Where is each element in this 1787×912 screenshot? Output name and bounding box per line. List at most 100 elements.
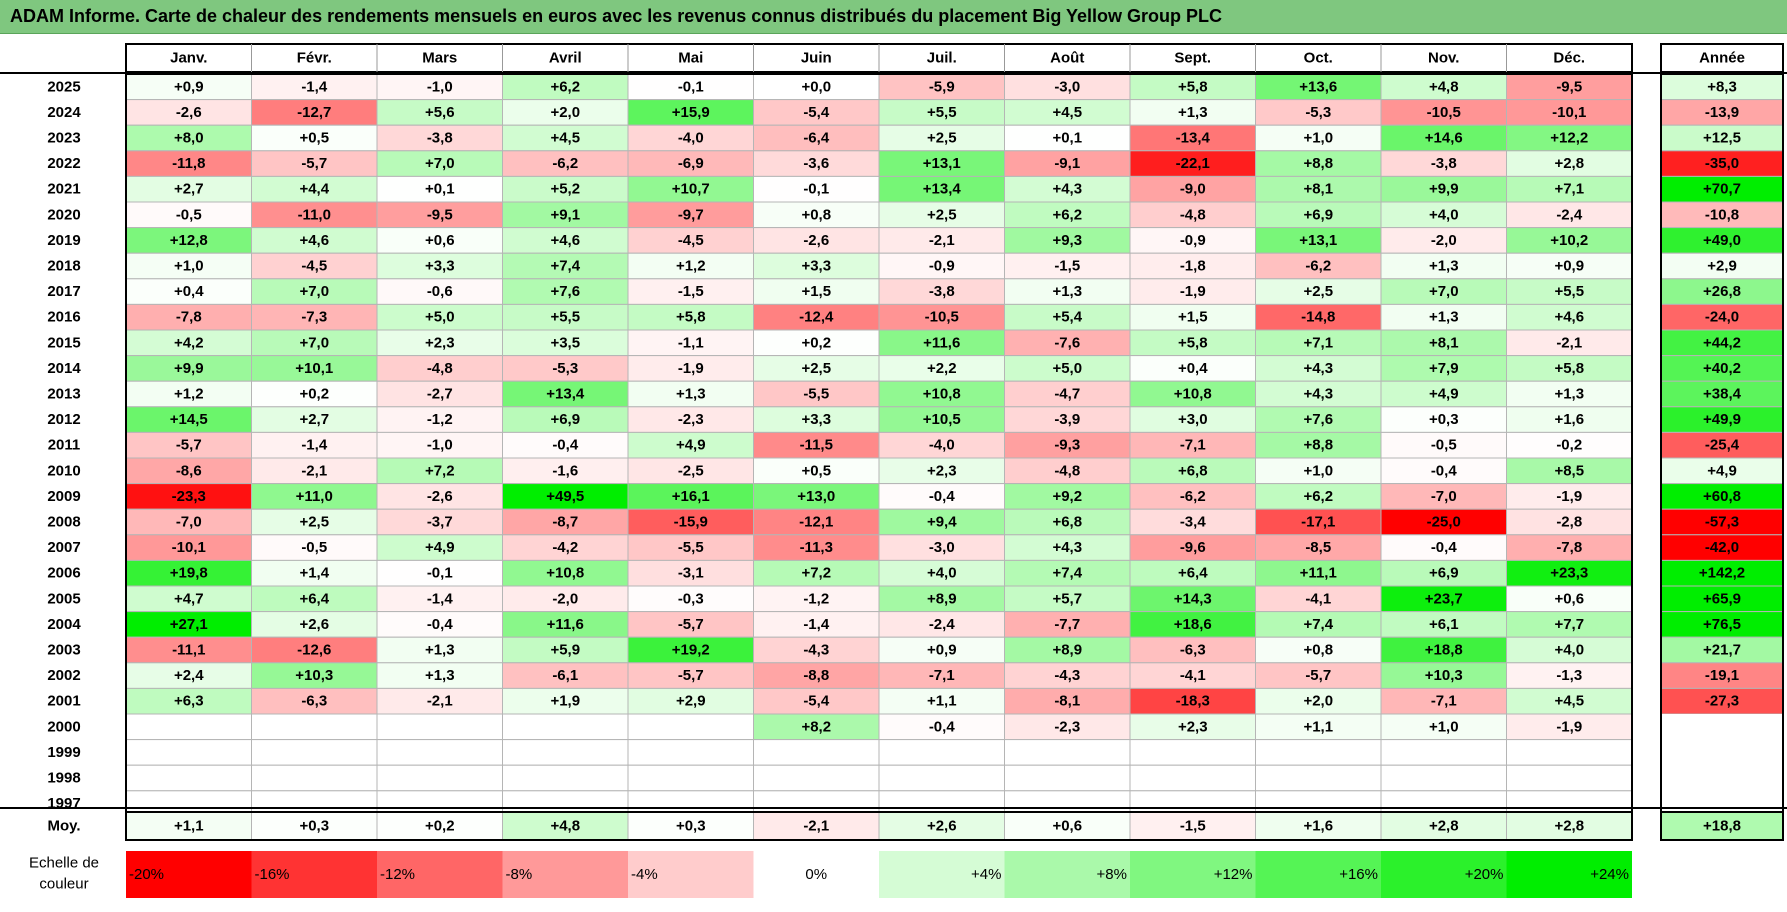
- cell-value: -5,7: [301, 155, 327, 172]
- cell-value: -1,1: [678, 334, 704, 351]
- cell-value: +4,2: [174, 334, 204, 351]
- heatmap-cell: [1004, 175, 1131, 203]
- heatmap-cell: [125, 713, 252, 741]
- cell-value: +5,5: [927, 104, 957, 121]
- heatmap-cell: [1004, 483, 1131, 510]
- cell-value: -3,6: [803, 155, 829, 172]
- cell-value: -7,6: [1054, 334, 1080, 351]
- title-bar: ADAM Informe. Carte de chaleur des rende…: [0, 0, 1787, 34]
- heatmap-cell: [376, 483, 503, 510]
- scale-swatch: [879, 851, 1005, 898]
- heatmap-cell: [1506, 739, 1633, 766]
- cell-value: +1,2: [676, 258, 706, 275]
- heatmap-cell: [1255, 687, 1382, 715]
- cell-value: -6,3: [1180, 642, 1206, 659]
- cell-value: -10,5: [925, 309, 959, 326]
- annual-cell: [1660, 329, 1784, 357]
- cell-value: +5,0: [1052, 360, 1082, 377]
- chart-title: ADAM Informe. Carte de chaleur des rende…: [10, 6, 1223, 26]
- row-year-label: 2013: [47, 386, 80, 403]
- row-year-label: 2018: [47, 258, 80, 275]
- heatmap-cell: [1255, 559, 1382, 587]
- heatmap-cell: [627, 431, 754, 459]
- scale-swatch: [251, 851, 377, 898]
- cell-value: -11,8: [172, 155, 205, 172]
- cell-value: +6,9: [550, 411, 580, 428]
- annual-value: +76,5: [1703, 616, 1741, 633]
- cell-value: +14,3: [1174, 590, 1212, 607]
- cell-value: -22,1: [1176, 155, 1210, 172]
- heatmap-cell: [753, 303, 880, 331]
- annual-value: +49,9: [1703, 411, 1741, 428]
- cell-value: -10,5: [1427, 104, 1461, 121]
- heatmap-cell: [251, 201, 378, 229]
- scale-label: 0%: [805, 866, 827, 883]
- scale-swatch: [628, 851, 754, 898]
- cell-value: -0,6: [427, 283, 453, 300]
- cell-value: +10,5: [923, 411, 961, 428]
- annual-cell: [1660, 483, 1784, 510]
- scale-label-line2: couleur: [39, 876, 88, 893]
- cell-value: +4,9: [676, 437, 706, 454]
- heatmap-cell: [878, 764, 1005, 792]
- cell-value: -2,4: [929, 616, 956, 633]
- cell-value: +1,3: [1429, 258, 1459, 275]
- cell-value: +7,6: [550, 283, 580, 300]
- cell-value: +4,5: [1052, 104, 1082, 121]
- scale-label: +12%: [1214, 866, 1253, 883]
- cell-value: +4,0: [1429, 206, 1459, 223]
- cell-value: +49,5: [546, 488, 584, 505]
- cell-value: -12,1: [799, 514, 833, 531]
- row-year-label: 2003: [47, 642, 80, 659]
- heatmap-cell: [1255, 636, 1382, 664]
- heatmap-cell: [251, 739, 378, 766]
- cell-value: +0,2: [801, 334, 831, 351]
- heatmap-cell: [1004, 150, 1131, 177]
- cell-value: +6,8: [1052, 514, 1082, 531]
- cell-value: -7,7: [1054, 616, 1080, 633]
- cell-value: -9,6: [1180, 539, 1206, 556]
- annual-value: -19,1: [1705, 667, 1739, 684]
- heatmap-cell: [251, 636, 378, 664]
- cell-value: -11,5: [800, 437, 833, 454]
- cell-value: +0,5: [801, 462, 831, 479]
- cell-value: -0,1: [678, 78, 704, 95]
- cell-value: +27,1: [170, 616, 208, 633]
- heatmap-cell: [627, 687, 754, 715]
- cell-value: +6,2: [1052, 206, 1082, 223]
- cell-value: +4,5: [550, 130, 580, 147]
- heatmap-cell: [251, 457, 378, 485]
- average-row-label: Moy.: [47, 818, 80, 835]
- scale-label: +20%: [1465, 866, 1504, 883]
- cell-value: +1,6: [1554, 411, 1584, 428]
- heatmap-cell: [753, 431, 880, 459]
- row-year-label: 2022: [47, 155, 80, 172]
- heatmap-cell: [1004, 764, 1131, 792]
- heatmap-cell: [1129, 611, 1256, 638]
- row-year-label: 2025: [47, 78, 80, 95]
- heatmap-cell: [627, 713, 754, 741]
- cell-value: -12,6: [297, 642, 331, 659]
- heatmap-cell: [376, 636, 503, 664]
- cell-value: +6,4: [1178, 565, 1208, 582]
- cell-value: +8,1: [1303, 181, 1333, 198]
- cell-value: -10,1: [1552, 104, 1586, 121]
- heatmap-cell: [1506, 483, 1633, 510]
- cell-value: -2,1: [301, 462, 327, 479]
- cell-value: -0,2: [1556, 437, 1582, 454]
- cell-value: +2,2: [927, 360, 957, 377]
- heatmap-cell: [251, 278, 378, 305]
- cell-value: -4,5: [301, 258, 327, 275]
- heatmap-cell: [1255, 355, 1382, 382]
- cell-value: +0,3: [1429, 411, 1459, 428]
- cell-value: -1,6: [552, 462, 578, 479]
- scale-label: +4%: [971, 866, 1001, 883]
- cell-value: +4,3: [1052, 181, 1082, 198]
- cell-value: +7,7: [1554, 616, 1584, 633]
- row-year-label: 1998: [47, 770, 80, 787]
- heatmap-cell: [1380, 329, 1507, 357]
- scale-label: +8%: [1097, 866, 1127, 883]
- month-header: Nov.: [1428, 50, 1459, 67]
- row-year-label: 2012: [47, 411, 80, 428]
- heatmap-cell: [125, 559, 252, 587]
